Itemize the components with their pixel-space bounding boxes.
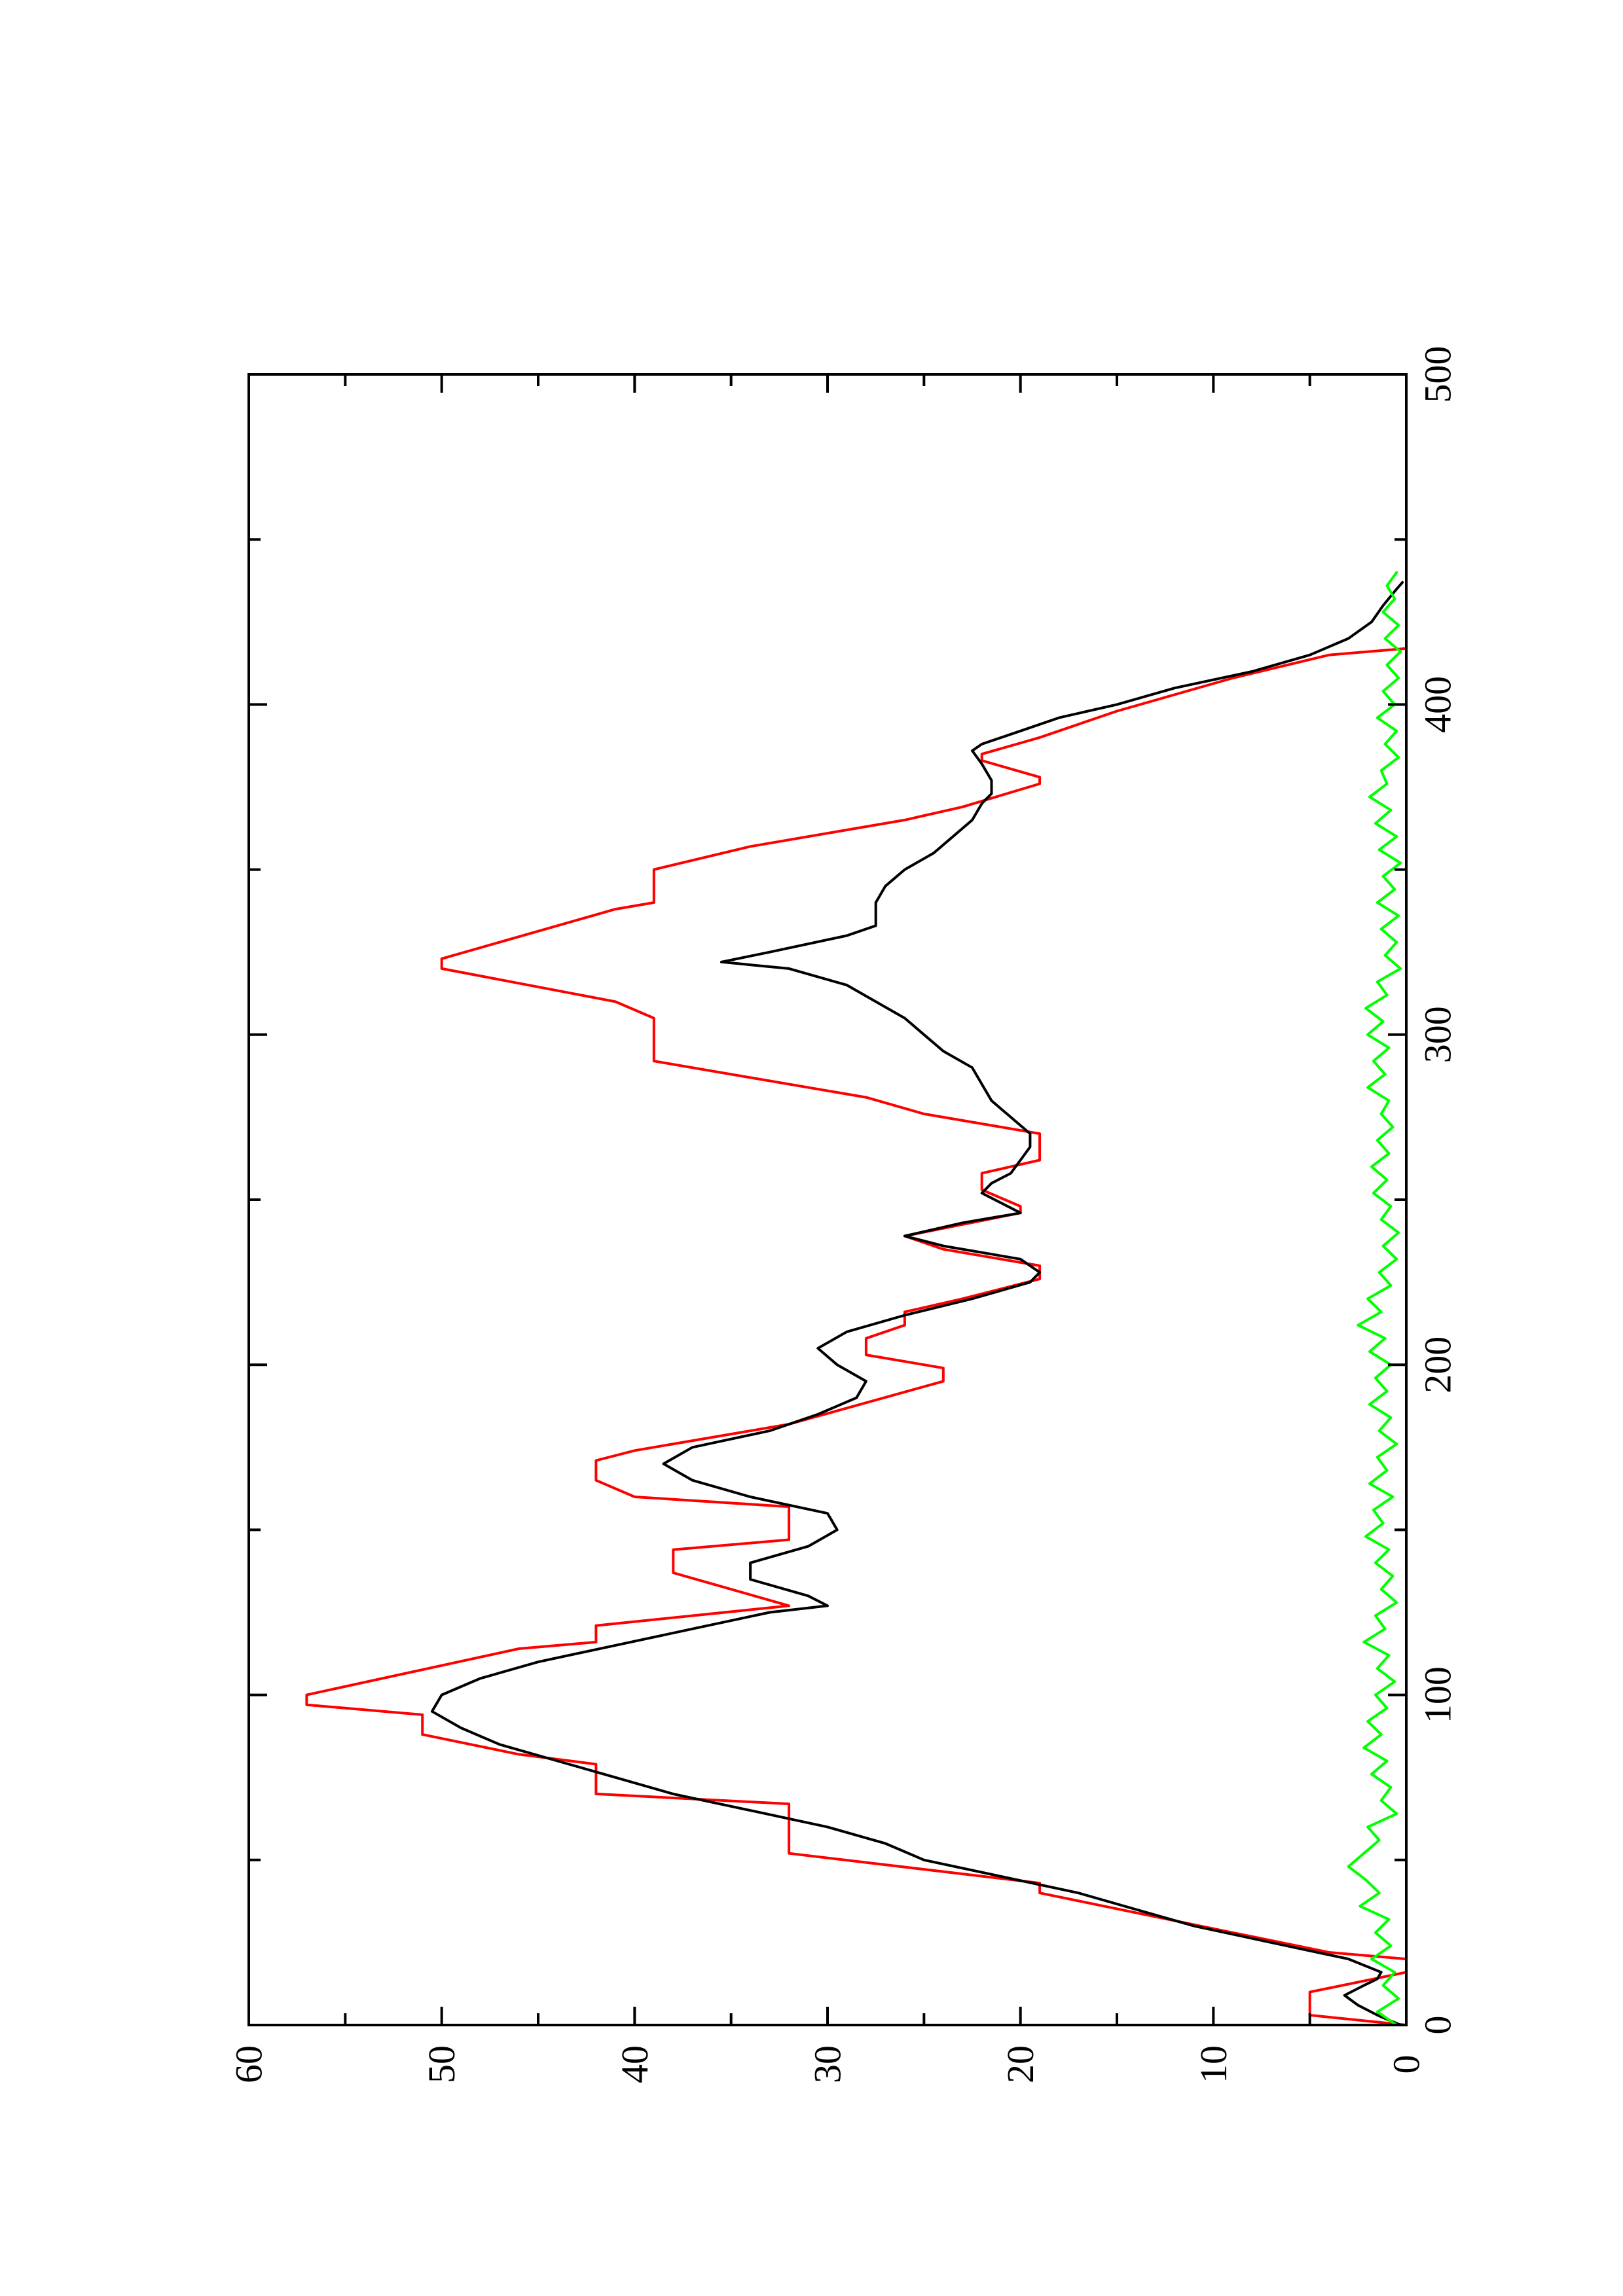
green-series-line [1347, 571, 1402, 2026]
y-tick-label: 0 [1385, 2055, 1428, 2074]
black-series-line [430, 581, 1404, 2026]
x-tick-label: 400 [1417, 676, 1459, 733]
y-tick-label: 60 [228, 2045, 270, 2083]
x-tick-label: 500 [1417, 346, 1459, 403]
y-tick-label: 40 [613, 2045, 656, 2083]
x-tick-label: 100 [1417, 1666, 1459, 1723]
y-tick-label: 20 [999, 2045, 1042, 2083]
y-tick-label: 50 [420, 2045, 463, 2083]
tick-layer [247, 373, 1408, 2026]
x-tick-label: 0 [1417, 2016, 1459, 2035]
x-tick-label: 200 [1417, 1336, 1459, 1393]
red-step-series-line [305, 571, 1408, 2026]
y-tick-labels: 0 10 20 30 40 50 60 [228, 2045, 1428, 2083]
series-layer [305, 571, 1408, 2026]
x-tick-labels: 0 100 200 300 400 500 [1417, 346, 1459, 2035]
y-tick-label: 10 [1192, 2045, 1235, 2083]
y-tick-label: 30 [807, 2045, 849, 2083]
plot-frame [247, 373, 1408, 2026]
x-tick-label: 300 [1417, 1006, 1459, 1063]
